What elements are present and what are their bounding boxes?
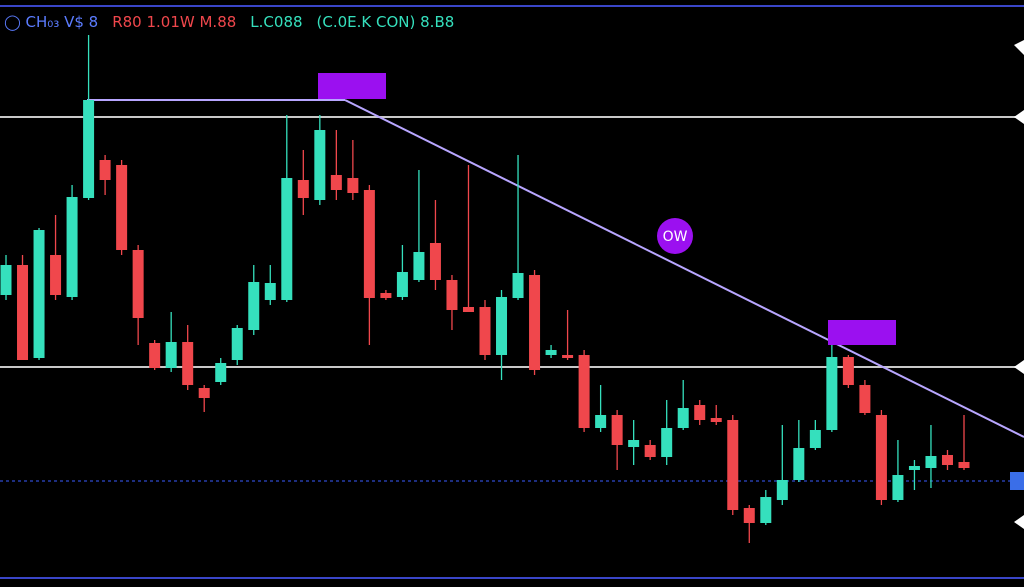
candle-body (248, 282, 260, 330)
candle-body (793, 448, 805, 480)
edge-marker (1014, 515, 1024, 529)
candle-body (826, 357, 838, 430)
candle-body (363, 190, 375, 298)
candle-body (776, 480, 788, 500)
candle-body (33, 230, 45, 358)
candle-body (694, 405, 706, 420)
candle-body (611, 415, 623, 445)
candle-body (446, 280, 458, 310)
candle-body (149, 343, 161, 368)
candle-body (809, 430, 821, 448)
candle-body (595, 415, 607, 428)
title-part: L.C088 (250, 13, 302, 31)
candle-body (132, 250, 144, 318)
candle-body (545, 350, 557, 355)
candle-body (496, 297, 508, 355)
current-price-tag (1010, 472, 1024, 490)
candle-body (264, 283, 276, 300)
candle-body (99, 160, 111, 180)
edge-marker (1014, 110, 1024, 124)
candle-body (198, 388, 210, 398)
candle-body (710, 418, 722, 422)
candle-body (479, 307, 491, 355)
candle-body (413, 252, 425, 280)
candle-body (727, 420, 739, 510)
candles (0, 35, 970, 543)
candle-body (396, 272, 408, 297)
candle-body (760, 497, 772, 523)
candle-body (743, 508, 755, 523)
candle-body (297, 180, 309, 198)
edge-marker (1014, 360, 1024, 374)
edge-marker (1014, 40, 1024, 55)
candle-body (17, 265, 29, 360)
candle-body (529, 275, 541, 370)
title-part: ◯ CH₀₃ V$ 8 (4, 13, 98, 31)
annotation-text: OW (663, 229, 688, 245)
title: ◯ CH₀₃ V$ 8 R80 1.01W M.88 L.C088 (C.0E.K C… (4, 13, 454, 31)
candle-body (215, 363, 227, 382)
candle-body (0, 265, 12, 295)
candle-body (644, 445, 656, 457)
marker-box (318, 73, 386, 99)
candle-body (842, 357, 854, 385)
candle-body (116, 165, 128, 250)
candle-body (380, 293, 392, 298)
candle-body (429, 243, 441, 280)
candle-body (66, 197, 78, 297)
candle-body (182, 342, 194, 385)
candle-body (925, 456, 937, 468)
marker-box (828, 320, 896, 345)
candle-body (875, 415, 887, 500)
candle-body (330, 175, 342, 190)
annotation-badge (657, 218, 693, 254)
candle-body (578, 355, 590, 428)
candle-body (50, 255, 62, 295)
candle-body (677, 408, 689, 428)
trendline (344, 99, 1024, 438)
candle-body (165, 342, 177, 368)
candle-body (83, 100, 95, 198)
candle-body (628, 440, 640, 447)
candle-body (314, 130, 326, 200)
title-part: R80 1.01W M.88 (112, 13, 236, 31)
candle-body (941, 455, 953, 465)
candle-body (892, 475, 904, 500)
candle-body (462, 307, 474, 312)
candle-body (512, 273, 524, 298)
candle-body (562, 355, 574, 358)
candle-body (231, 328, 243, 360)
candle-body (958, 462, 970, 468)
candle-body (347, 178, 359, 193)
candle-body (281, 178, 293, 300)
candle-body (661, 428, 673, 457)
title-part: (C.0E.K CON) 8.B8 (317, 13, 455, 31)
candle-body (908, 466, 920, 470)
candle-body (859, 385, 871, 413)
